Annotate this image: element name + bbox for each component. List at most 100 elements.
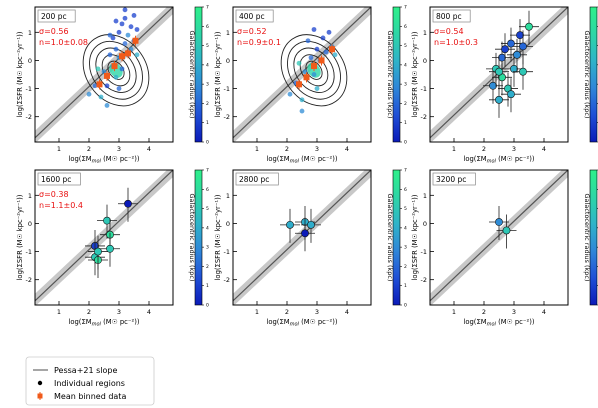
x-tick-label: 4 [147,308,151,316]
x-axis-label-sub: mol [92,159,102,165]
slope-line [35,170,173,302]
data-point [323,49,329,55]
x-axis-label-sub: mol [290,159,300,165]
x-tick-label: 3 [117,308,121,316]
panel-label: 800 pc [432,9,471,23]
colorbar-tick-label: 7 [404,5,407,11]
slope-text: n=1.0±0.08 [39,38,88,47]
y-tick-label: 0 [423,220,427,228]
plot-clip [430,170,568,305]
legend-box [25,356,155,406]
data-point [495,67,503,76]
x-tick-label: 2 [285,145,289,153]
colorbar-tick-label: 2 [404,101,407,107]
colorbar-tick-label: 0 [206,140,209,146]
data-point [495,95,503,104]
plot-clip [233,170,371,305]
colorbar-tick-label: 4 [206,225,209,231]
data-point [320,35,326,41]
x-axis-label-sub: mol [487,322,497,328]
y-axis-label: log(ΣSFR (M☉ kpc⁻²yr⁻¹)) [16,31,24,117]
colorbar-tick-label: 3 [206,82,209,88]
colorbar-tick-label: 7 [206,5,209,11]
x-axis-label-sub: mol [290,322,300,328]
panel-2800pc: 1 2 3 4 -2 -1 0 1 log(ΣMmol (M☉ pc⁻²)) log(ΣSFR (… [214,168,407,328]
colorbar-tick-label: 1 [206,120,209,126]
data-point [326,29,332,35]
x-tick-label: 2 [482,145,486,153]
x-axis-label: log(ΣMmol (M☉ pc⁻²)) [68,155,139,165]
y-axis-label: log(ΣSFR (M☉ kpc⁻²yr⁻¹)) [214,194,222,280]
data-point [314,86,320,91]
x-tick-label: 4 [345,308,349,316]
colorbar-tick-label: 6 [206,24,209,30]
y-tick-label: 0 [423,57,427,65]
y-tick-label: -2 [26,276,32,284]
colorbar-tick-label: 7 [404,168,407,174]
colorbar-label: Galactocentric radius (kpc) [188,194,196,282]
y-tick-label: 1 [423,29,427,37]
x-axis-label-tail: (M☉ pc⁻²)) [299,318,338,326]
data-point [104,83,110,89]
plot-frame [429,169,569,306]
data-point [134,27,140,32]
mean-binned-point [329,46,335,53]
x-axis-label-tail: (M☉ pc⁻²)) [101,155,140,163]
y-tick-label: -1 [26,85,32,93]
data-point [301,229,309,238]
panel-label-text: 800 pc [436,12,462,21]
contour [95,47,137,93]
colorbar-tick-label: 5 [404,206,407,212]
data-point [519,42,527,51]
y-tick-label: 0 [28,57,32,65]
mean-binned-point [303,74,310,81]
x-tick-label: 1 [57,145,61,153]
colorbar [589,169,598,306]
x-tick-label: 4 [147,145,151,153]
colorbar-tick-label: 2 [206,264,209,270]
panel-label-box [235,9,274,23]
y-tick-label: 0 [226,220,230,228]
data-point [86,91,92,97]
colorbar-tick-label: 5 [206,43,209,49]
data-point [125,32,131,38]
data-point [299,108,305,114]
data-point [107,52,113,58]
data-point [107,32,113,38]
data-point [122,15,128,21]
data-point [113,46,119,52]
contour [305,60,323,80]
slope-text: n=1.0±0.3 [434,38,478,47]
slope-band [233,7,371,142]
data-point [95,66,101,72]
colorbar-tick-label: 1 [206,283,209,289]
panel-label-box [235,172,279,186]
y-tick-label: -2 [26,113,32,121]
y-tick-label: 1 [28,192,32,200]
panel-label-box [432,172,476,186]
panel-label: 200 pc [37,9,76,23]
data-point [286,220,294,229]
data-point [131,13,137,18]
colorbar-tick-label: 6 [404,24,407,30]
data-point [307,220,315,229]
plot-clip [233,7,371,142]
data-point [501,45,509,54]
plot-frame [232,6,372,143]
y-tick-label: -1 [224,248,230,256]
contour [82,34,150,107]
legend: Pessa+21 slope Individual regions Mean bin… [25,356,155,406]
colorbar-label: Galactocentric radius (kpc) [386,194,394,282]
y-axis-label: log(ΣSFR (M☉ kpc⁻²yr⁻¹)) [411,194,419,280]
colorbar [589,6,598,143]
data-point [94,247,102,256]
data-point [92,83,98,89]
x-tick-label: 1 [452,145,456,153]
colorbar-label: Galactocentric radius (kpc) [386,31,394,119]
y-axis-label: log(ΣSFR (M☉ kpc⁻²yr⁻¹)) [16,194,24,280]
x-axis-label-sub: mol [92,322,102,328]
data-point [287,91,293,97]
data-point [134,52,140,58]
x-tick-label: 3 [512,145,516,153]
data-point [502,226,511,235]
